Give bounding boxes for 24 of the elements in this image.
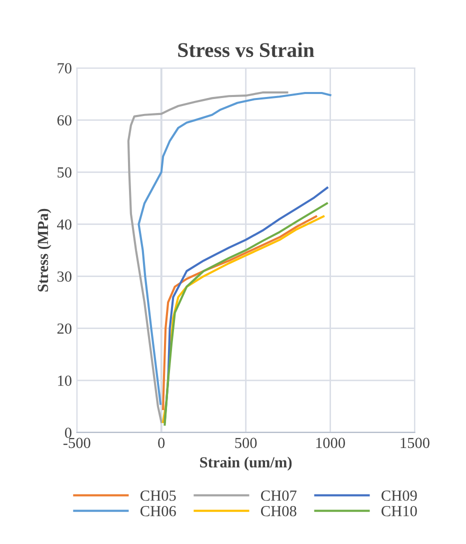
x-axis-title: Strain (um/m) bbox=[200, 456, 292, 471]
x-tick-label: 0 bbox=[158, 438, 165, 448]
y-tick-label: 40 bbox=[57, 219, 72, 230]
y-tick-label: 50 bbox=[58, 167, 72, 178]
x-tick-label: 1500 bbox=[400, 438, 430, 448]
legend-label: CH08 bbox=[261, 506, 296, 516]
legend-label: CH05 bbox=[140, 490, 176, 501]
x-tick-label: 500 bbox=[235, 438, 257, 448]
x-tick-label: -500 bbox=[63, 438, 90, 448]
legend-label: CH09 bbox=[382, 490, 417, 501]
legend-label: CH10 bbox=[382, 506, 417, 516]
y-tick-label: 10 bbox=[58, 376, 72, 386]
y-tick-label: 20 bbox=[57, 323, 72, 334]
y-axis-title: Stress (MPa) bbox=[37, 208, 52, 292]
legend-label: CH06 bbox=[140, 506, 176, 516]
chart-title: Stress vs Strain bbox=[178, 42, 314, 58]
x-tick-label: 1000 bbox=[316, 438, 345, 448]
legend-label: CH07 bbox=[261, 490, 296, 501]
y-tick-label: 60 bbox=[57, 115, 72, 126]
line-series bbox=[138, 92, 332, 405]
y-tick-label: 0 bbox=[64, 428, 72, 438]
y-tick-label: 70 bbox=[58, 63, 72, 74]
line-series bbox=[127, 91, 288, 424]
y-tick-label: 30 bbox=[57, 271, 72, 282]
